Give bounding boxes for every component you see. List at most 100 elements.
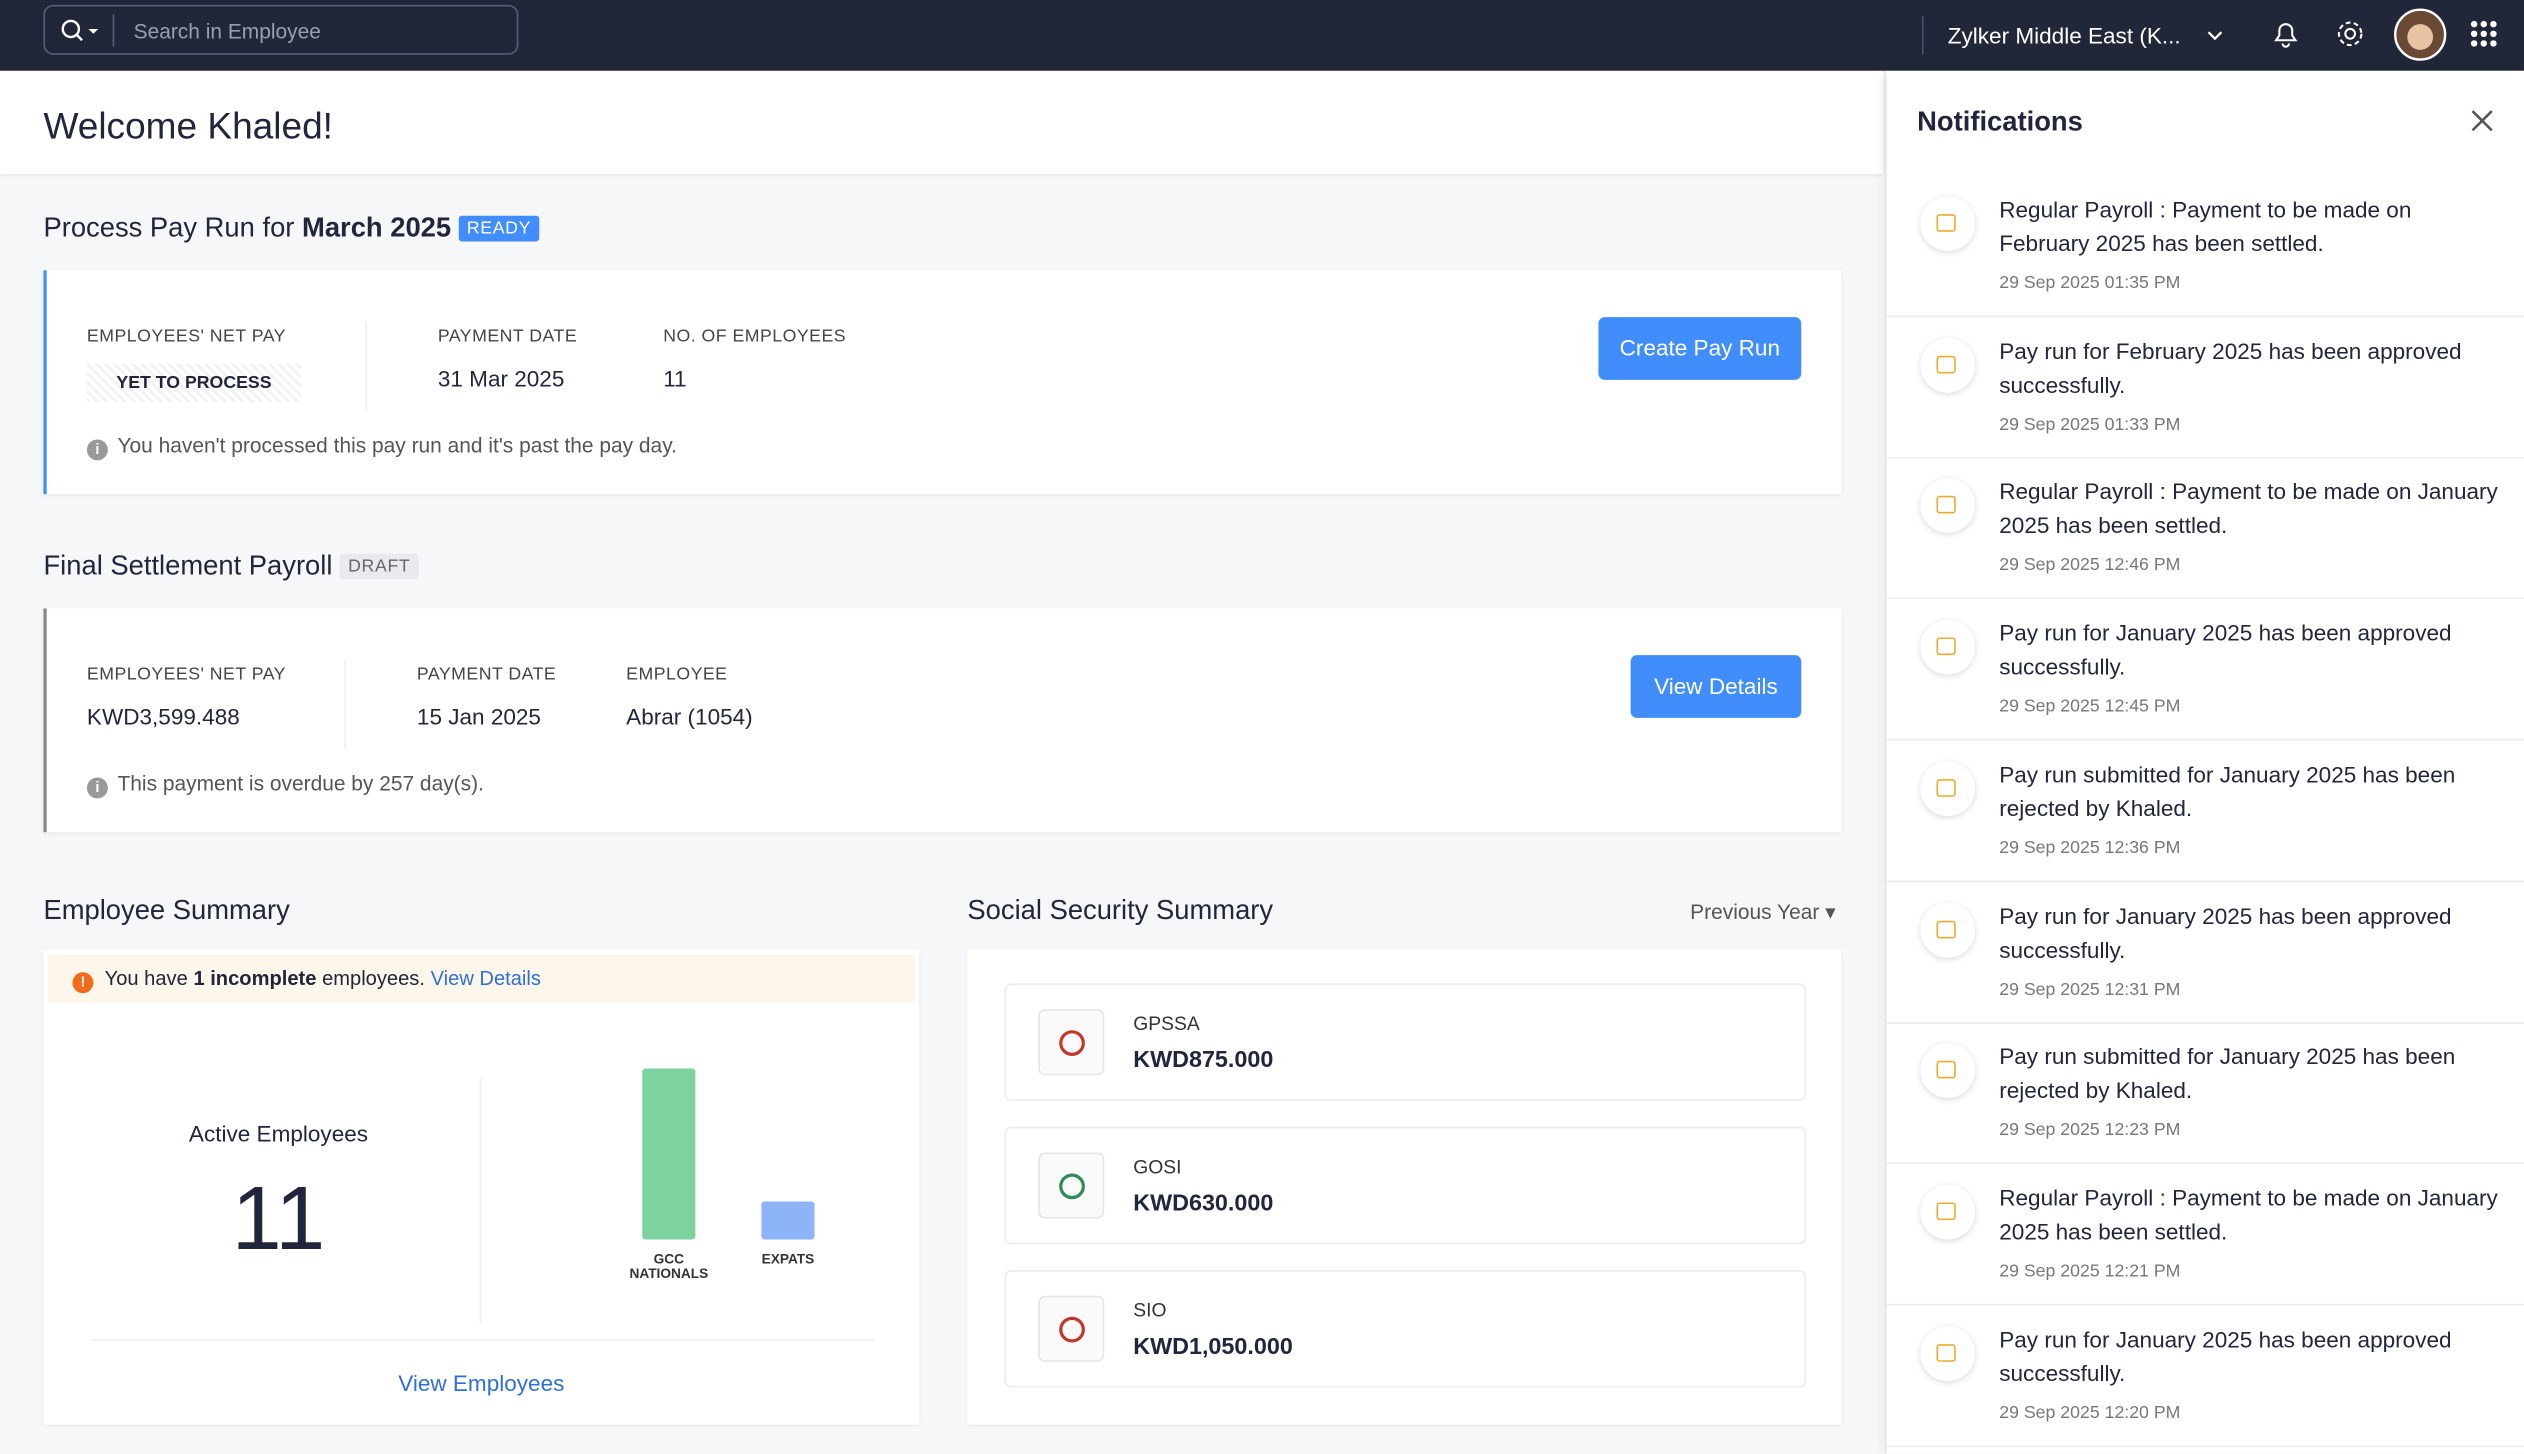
avatar[interactable] bbox=[2394, 8, 2447, 61]
pay-run-note: i You haven't processed this pay run and … bbox=[86, 433, 677, 461]
notification-time: 29 Sep 2025 01:33 PM bbox=[1999, 414, 2181, 435]
welcome-title: Welcome Khaled! bbox=[43, 104, 333, 147]
notification-item[interactable]: Pay run for February 2025 has been appro… bbox=[1886, 315, 2524, 459]
settlement-note: i This payment is overdue by 257 day(s). bbox=[86, 771, 484, 799]
bell-icon[interactable] bbox=[2270, 18, 2302, 50]
filter-text[interactable]: Previous Year bbox=[1690, 899, 1820, 924]
field-value: 11 bbox=[663, 365, 687, 392]
status-badge: READY bbox=[458, 215, 540, 242]
note-text: This payment is overdue by 257 day(s). bbox=[117, 771, 484, 796]
note-text: You haven't processed this pay run and i… bbox=[117, 433, 677, 458]
field-label: EMPLOYEE bbox=[626, 664, 728, 685]
notification-item[interactable]: Pay run submitted for January 2025 has b… bbox=[1886, 1021, 2524, 1165]
notification-icon bbox=[1920, 902, 1976, 957]
notification-text: Pay run submitted for January 2025 has b… bbox=[1999, 761, 2456, 821]
welcome-header: Welcome Khaled! bbox=[0, 70, 1884, 174]
alert-link[interactable]: View Details bbox=[430, 967, 541, 990]
field-label: PAYMENT DATE bbox=[437, 326, 578, 347]
icon-glyph bbox=[1936, 214, 1956, 232]
notification-time: 29 Sep 2025 12:31 PM bbox=[1999, 979, 2181, 999]
logo-mark bbox=[1059, 1030, 1085, 1056]
field-label: NO. OF EMPLOYEES bbox=[663, 326, 847, 347]
bar bbox=[761, 1201, 815, 1240]
icon-glyph bbox=[1936, 778, 1956, 797]
notification-item[interactable]: Pay run for January 2025 has been approv… bbox=[1886, 880, 2524, 1023]
org-caret[interactable] bbox=[2205, 27, 2224, 43]
authority-logo bbox=[1038, 1009, 1105, 1076]
notification-time: 29 Sep 2025 12:46 PM bbox=[1999, 555, 2181, 576]
notification-time: 29 Sep 2025 12:21 PM bbox=[1999, 1261, 2181, 1282]
field-value: YET TO PROCESS bbox=[86, 363, 302, 403]
authority-name: SIO bbox=[1133, 1299, 1167, 1322]
notification-time: 29 Sep 2025 12:23 PM bbox=[1999, 1120, 2181, 1140]
authority-logo bbox=[1038, 1295, 1105, 1362]
create-pay-run-button[interactable]: Create Pay Run bbox=[1598, 317, 1802, 380]
notification-icon bbox=[1920, 1325, 1976, 1381]
org-switcher[interactable]: Zylker Middle East (K... bbox=[1947, 22, 2181, 49]
settings-icon[interactable] bbox=[2334, 18, 2366, 50]
notification-text: Pay run submitted for January 2025 has b… bbox=[1999, 1043, 2456, 1103]
notification-icon bbox=[1920, 1184, 1976, 1240]
employee-chart: GCC NATIONALS EXPATS bbox=[629, 1068, 815, 1281]
authority-logo bbox=[1038, 1152, 1105, 1219]
pay-run-card: EMPLOYEES' NET PAY YET TO PROCESS PAYMEN… bbox=[43, 270, 1842, 495]
pay-run-title: Process Pay Run for March 2025 READY bbox=[43, 212, 540, 244]
contribution-item: GPSSA KWD875.000 bbox=[1004, 983, 1807, 1102]
notification-text: Regular Payroll : Payment to be made on … bbox=[1999, 1184, 2498, 1245]
notification-icon bbox=[1920, 196, 1976, 252]
notification-item[interactable]: Pay run submitted for January 2025 has b… bbox=[1886, 739, 2524, 882]
notification-item[interactable]: Pay run for January 2025 has been approv… bbox=[1886, 1303, 2524, 1447]
title-prefix: Process Pay Run for bbox=[43, 212, 295, 244]
field-value: 31 Mar 2025 bbox=[437, 365, 565, 392]
search-box[interactable]: Search in Employee bbox=[43, 4, 519, 55]
notification-item[interactable]: Regular Payroll : Payment to be made on … bbox=[1886, 174, 2524, 318]
notification-time: 29 Sep 2025 01:35 PM bbox=[1999, 273, 2181, 293]
notification-time: 29 Sep 2025 12:45 PM bbox=[1999, 697, 2181, 717]
notification-text: Pay run for January 2025 has been approv… bbox=[1999, 902, 2452, 962]
search-placeholder: Search in Employee bbox=[133, 19, 321, 44]
logo-mark bbox=[1059, 1316, 1085, 1343]
search-icon[interactable] bbox=[60, 18, 102, 44]
notification-text: Regular Payroll : Payment to be made on … bbox=[1999, 196, 2412, 256]
bar-label: EXPATS bbox=[762, 1252, 815, 1267]
alert-suffix: employees. bbox=[322, 967, 425, 990]
period-filter[interactable]: Previous Year ▾ bbox=[1690, 899, 1836, 924]
social-security-card: GPSSA KWD875.000 GOSI KWD630.000 SIO KWD1,050… bbox=[967, 949, 1842, 1425]
close-button[interactable] bbox=[2469, 108, 2495, 134]
notification-icon bbox=[1920, 761, 1976, 816]
bar-label: GCC NATIONALS bbox=[629, 1252, 708, 1281]
view-employees-link[interactable]: View Employees bbox=[398, 1369, 565, 1396]
notifications-panel: Notifications Regular Payroll : Payment … bbox=[1884, 70, 2524, 1454]
notification-icon bbox=[1920, 1043, 1976, 1099]
title-text: Final Settlement Payroll bbox=[43, 550, 333, 582]
icon-glyph bbox=[1936, 919, 1956, 938]
notification-icon bbox=[1920, 337, 1976, 393]
section-title: Employee Summary bbox=[43, 894, 290, 926]
field-label: EMPLOYEES' NET PAY bbox=[86, 326, 286, 347]
notification-text: Pay run for January 2025 has been approv… bbox=[1999, 1325, 2452, 1386]
bar bbox=[642, 1068, 696, 1240]
notification-item[interactable]: Regular Payroll : Payment to be made on … bbox=[1886, 456, 2524, 600]
icon-glyph bbox=[1936, 496, 1956, 515]
notification-item[interactable]: Regular Payroll : Payment to be made on … bbox=[1886, 1162, 2524, 1306]
authority-name: GOSI bbox=[1133, 1155, 1182, 1179]
icon-glyph bbox=[1936, 1343, 1956, 1362]
settlement-title: Final Settlement Payroll DRAFT bbox=[43, 550, 419, 583]
view-details-button[interactable]: View Details bbox=[1630, 655, 1802, 718]
authority-amount: KWD875.000 bbox=[1133, 1047, 1274, 1074]
logo-mark bbox=[1059, 1173, 1085, 1200]
notification-item[interactable]: Pay run for January 2025 has been approv… bbox=[1886, 597, 2524, 741]
field-value: Abrar (1054) bbox=[626, 703, 753, 730]
authority-name: GPSSA bbox=[1133, 1012, 1200, 1036]
active-count: 11 bbox=[231, 1167, 326, 1269]
field-label: EMPLOYEES' NET PAY bbox=[86, 664, 286, 685]
notification-icon bbox=[1920, 478, 1976, 534]
notification-time: 29 Sep 2025 12:36 PM bbox=[1999, 838, 2181, 858]
alert-count: 1 incomplete bbox=[193, 967, 317, 990]
contribution-item: GOSI KWD630.000 bbox=[1004, 1126, 1807, 1245]
authority-amount: KWD1,050.000 bbox=[1133, 1334, 1293, 1361]
apps-icon[interactable] bbox=[2469, 19, 2498, 48]
authority-amount: KWD630.000 bbox=[1133, 1191, 1274, 1217]
